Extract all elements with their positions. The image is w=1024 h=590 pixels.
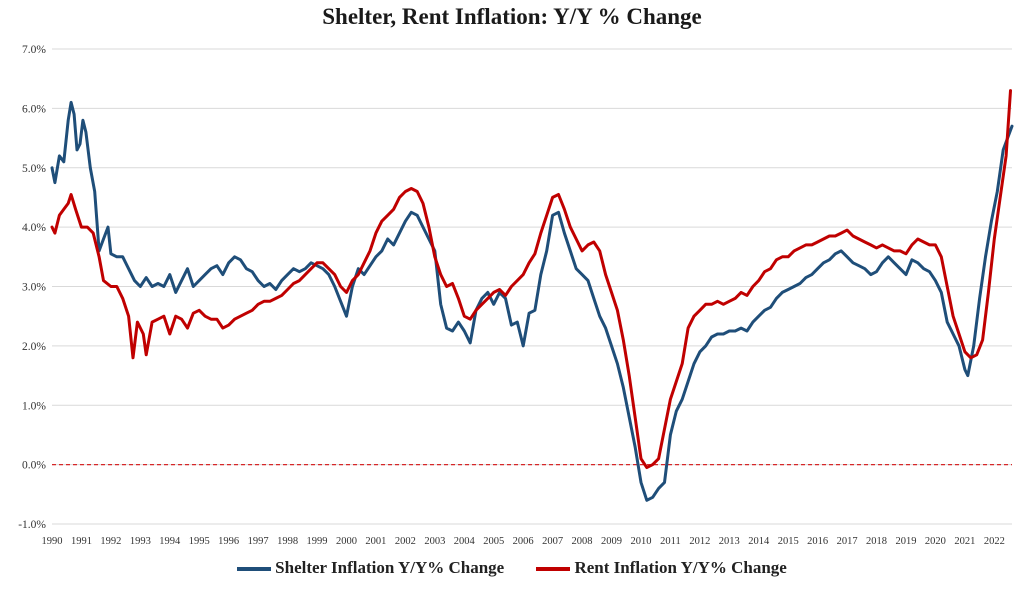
series-line-shelter xyxy=(50,100,1014,502)
legend-swatch-rent xyxy=(536,567,571,572)
chart-title: Shelter, Rent Inflation: Y/Y % Change xyxy=(322,4,702,29)
y-tick-label: 0.0% xyxy=(22,460,46,472)
x-tick-label: 2020 xyxy=(925,536,946,547)
y-tick-label: 3.0% xyxy=(22,282,46,294)
legend: Shelter Inflation Y/Y% Change Rent Infla… xyxy=(0,558,1024,578)
y-tick-label: 4.0% xyxy=(22,222,46,234)
x-tick-label: 1993 xyxy=(130,536,151,547)
legend-label-rent: Rent Inflation Y/Y% Change xyxy=(574,558,787,577)
x-tick-label: 1996 xyxy=(218,536,239,547)
x-tick-label: 1992 xyxy=(100,536,121,547)
x-tick-label: 2016 xyxy=(807,536,828,547)
x-tick-label: 2018 xyxy=(866,536,887,547)
x-tick-label: 2011 xyxy=(660,536,681,547)
x-tick-label: 2010 xyxy=(630,536,651,547)
x-tick-label: 2015 xyxy=(778,536,799,547)
x-tick-label: 2006 xyxy=(513,536,534,547)
x-tick-label: 2013 xyxy=(719,536,740,547)
x-tick-label: 1999 xyxy=(307,536,328,547)
y-tick-label: 6.0% xyxy=(22,103,46,115)
x-tick-label: 1997 xyxy=(248,536,269,547)
x-axis: 1990 1991 1992 1993 1994 1995 1996 1997 1998 1999… xyxy=(42,536,1005,547)
x-tick-label: 2014 xyxy=(748,536,770,547)
y-tick-label: -1.0% xyxy=(18,519,46,531)
legend-swatch-shelter xyxy=(237,567,272,572)
x-tick-label: 1995 xyxy=(189,536,210,547)
x-tick-label: 1991 xyxy=(71,536,92,547)
x-tick-label: 1990 xyxy=(42,536,63,547)
x-tick-label: 2021 xyxy=(954,536,975,547)
x-tick-label: 2017 xyxy=(837,536,858,547)
x-tick-label: 2001 xyxy=(365,536,386,547)
x-tick-label: 1998 xyxy=(277,536,298,547)
x-tick-label: 2003 xyxy=(424,536,445,547)
y-tick-label: 5.0% xyxy=(22,163,46,175)
legend-item-rent: Rent Inflation Y/Y% Change xyxy=(536,558,787,578)
x-tick-label: 2004 xyxy=(454,536,476,547)
series-line-rent xyxy=(50,89,1012,470)
x-tick-label: 1994 xyxy=(159,536,181,547)
legend-label-shelter: Shelter Inflation Y/Y% Change xyxy=(275,558,505,577)
x-tick-label: 2007 xyxy=(542,536,563,547)
series-lines xyxy=(50,89,1014,502)
x-tick-label: 2002 xyxy=(395,536,416,547)
x-tick-label: 2022 xyxy=(984,536,1005,547)
x-tick-label: 2019 xyxy=(895,536,916,547)
x-tick-label: 2009 xyxy=(601,536,622,547)
y-tick-label: 2.0% xyxy=(22,341,46,353)
gridlines xyxy=(52,48,1012,525)
x-tick-label: 2005 xyxy=(483,536,504,547)
y-tick-label: 1.0% xyxy=(22,400,46,412)
legend-item-shelter: Shelter Inflation Y/Y% Change xyxy=(237,558,504,578)
x-tick-label: 2000 xyxy=(336,536,357,547)
x-tick-label: 2008 xyxy=(572,536,593,547)
x-tick-label: 2012 xyxy=(689,536,710,547)
y-tick-label: 7.0% xyxy=(22,44,46,56)
y-axis: -1.0% 0.0% 1.0% 2.0% 3.0% 4.0% 5.0% 6.0% 7.0% xyxy=(18,44,46,531)
